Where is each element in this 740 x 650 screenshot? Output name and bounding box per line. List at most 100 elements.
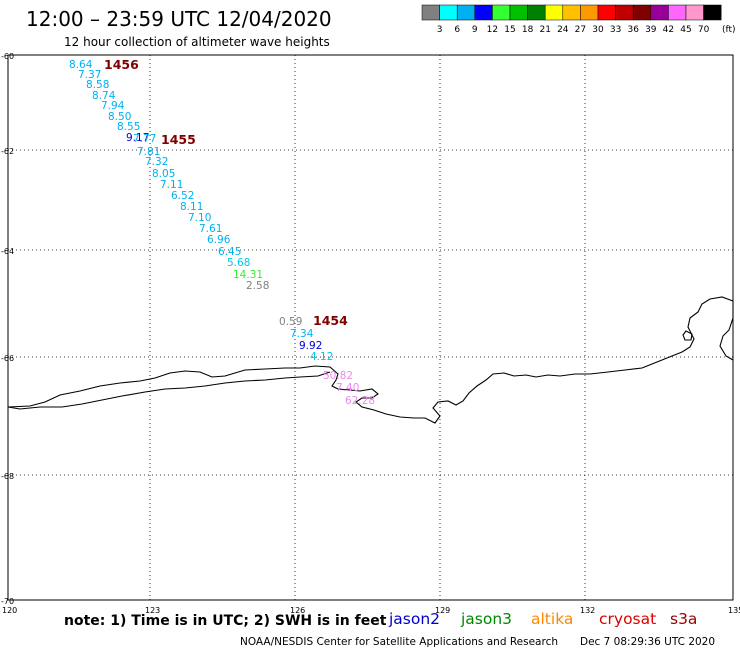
latitude-label: -70 — [1, 597, 14, 606]
legend-tick-label: 27 — [575, 25, 586, 35]
satellite-name: altika — [531, 610, 573, 628]
antarctic-coastline — [7, 296, 734, 424]
wave-height-label: 7.40 — [336, 382, 359, 394]
legend-swatch — [632, 4, 652, 21]
wave-height-label: 7.32 — [145, 156, 168, 168]
longitude-label: 120 — [2, 606, 17, 615]
longitude-label: 129 — [435, 606, 450, 615]
wave-height-label: 7.61 — [199, 223, 222, 235]
track-number-label: 1455 — [161, 132, 196, 147]
coastline-inlet — [7, 371, 331, 410]
wave-height-label: 7.10 — [188, 212, 211, 224]
wave-height-label: 0.59 — [279, 316, 302, 328]
wave-height-label: 9.17 — [126, 132, 149, 144]
map-gridlines — [8, 55, 733, 600]
wave-height-label: 2.58 — [246, 280, 269, 292]
wave-height-label: 5.68 — [227, 257, 250, 269]
legend-swatch — [492, 4, 511, 21]
legend-unit-label: (ft) — [722, 25, 736, 35]
legend-swatch — [544, 4, 564, 21]
legend-tick-label: 36 — [627, 25, 639, 35]
legend-tick-label: 3 — [437, 25, 443, 35]
longitude-label: 126 — [290, 606, 305, 615]
wave-height-label: 7.81 — [137, 146, 160, 158]
legend-tick-label: 39 — [645, 25, 657, 35]
legend-swatch — [650, 4, 669, 21]
wave-observations: 8.647.378.588.747.948.508.559.177.777.81… — [69, 59, 375, 407]
wave-height-label: 8.50 — [108, 111, 131, 123]
legend-tick-label: 9 — [472, 25, 478, 35]
satellite-name: jason3 — [460, 610, 512, 628]
map-frame — [7, 54, 734, 601]
legend-tick-label: 33 — [610, 25, 621, 35]
longitude-labels: 120 123 126 129 132 135 — [2, 606, 740, 615]
legend-swatch — [668, 4, 687, 21]
wave-height-label: 8.74 — [92, 90, 116, 102]
latitude-label: -64 — [1, 247, 14, 256]
track-labels: 1456 1455 1454 — [104, 57, 348, 328]
credit-line: NOAA/NESDIS Center for Satellite Applica… — [240, 636, 558, 648]
wave-height-label: 7.37 — [78, 69, 101, 81]
wave-height-label: 8.64 — [69, 59, 93, 71]
legend-tick-label: 6 — [454, 25, 460, 35]
page-subtitle: 12 hour collection of altimeter wave hei… — [64, 35, 330, 49]
legend-swatch — [421, 4, 440, 21]
wave-height-label: 7.11 — [160, 179, 183, 191]
latitude-label: -68 — [1, 472, 14, 481]
wave-height-label: 7.77 — [133, 133, 156, 145]
wave-height-label: 8.05 — [152, 168, 175, 180]
wave-height-label: 8.55 — [117, 121, 140, 133]
legend-tick-label: 24 — [557, 25, 569, 35]
wave-height-label: 9.92 — [299, 340, 322, 352]
legend-swatch — [439, 4, 458, 21]
wave-height-label: 8.11 — [180, 201, 203, 213]
page-title: 12:00 – 23:59 UTC 12/04/2020 — [26, 7, 332, 31]
track-number-label: 1456 — [104, 57, 139, 72]
generated-timestamp: Dec 7 08:29:36 UTC 2020 — [580, 636, 715, 648]
wave-height-label: 6.45 — [218, 246, 241, 258]
legend-tick-label: 45 — [680, 25, 691, 35]
legend-swatch — [527, 4, 546, 21]
longitude-label: 132 — [580, 606, 595, 615]
legend-tick-label: 15 — [504, 25, 515, 35]
legend-swatch — [562, 4, 581, 21]
legend-swatch — [580, 4, 599, 21]
wave-height-label: 8.58 — [86, 79, 109, 91]
satellite-name: jason2 — [388, 610, 440, 628]
color-legend: 3 6 9 12 15 18 21 24 27 30 33 36 39 42 45 70 (ft) — [421, 4, 736, 35]
wave-height-label: 7.94 — [101, 100, 125, 112]
latitude-label: -60 — [1, 52, 14, 61]
legend-swatch — [456, 4, 476, 21]
wave-height-label: 14.31 — [233, 269, 263, 281]
latitude-label: -66 — [1, 354, 14, 363]
legend-tick-label: 18 — [522, 25, 534, 35]
wave-height-label: 6.96 — [207, 234, 231, 246]
legend-swatch — [703, 4, 722, 21]
footnote: note: 1) Time is in UTC; 2) SWH is in fe… — [64, 613, 387, 629]
legend-swatch — [509, 4, 528, 21]
legend-swatch — [685, 4, 704, 21]
satellite-name: s3a — [670, 610, 697, 628]
satellite-legend: jason2 jason3 altika cryosat s3a — [388, 610, 697, 628]
satellite-name: cryosat — [599, 610, 656, 628]
legend-swatch — [474, 4, 493, 21]
longitude-label: 135 — [728, 606, 740, 615]
legend-swatch — [597, 4, 616, 21]
legend-tick-label: 42 — [663, 25, 674, 35]
latitude-label: -62 — [1, 147, 14, 156]
legend-tick-label: 21 — [539, 25, 550, 35]
wave-height-label: 6.52 — [171, 190, 194, 202]
wave-height-label: 4.12 — [310, 351, 333, 363]
wave-height-label: 50.82 — [323, 370, 353, 382]
track-number-label: 1454 — [313, 313, 348, 328]
legend-swatch — [615, 4, 634, 21]
legend-tick-label: 30 — [592, 25, 604, 35]
wave-height-label: 7.34 — [290, 328, 314, 340]
legend-tick-label: 70 — [698, 25, 710, 35]
coastline-peninsula — [682, 330, 693, 341]
latitude-labels: -60 -62 -64 -66 -68 -70 — [1, 52, 14, 606]
wave-height-label: 62.28 — [345, 395, 375, 407]
legend-tick-label: 12 — [487, 25, 498, 35]
longitude-label: 123 — [145, 606, 160, 615]
